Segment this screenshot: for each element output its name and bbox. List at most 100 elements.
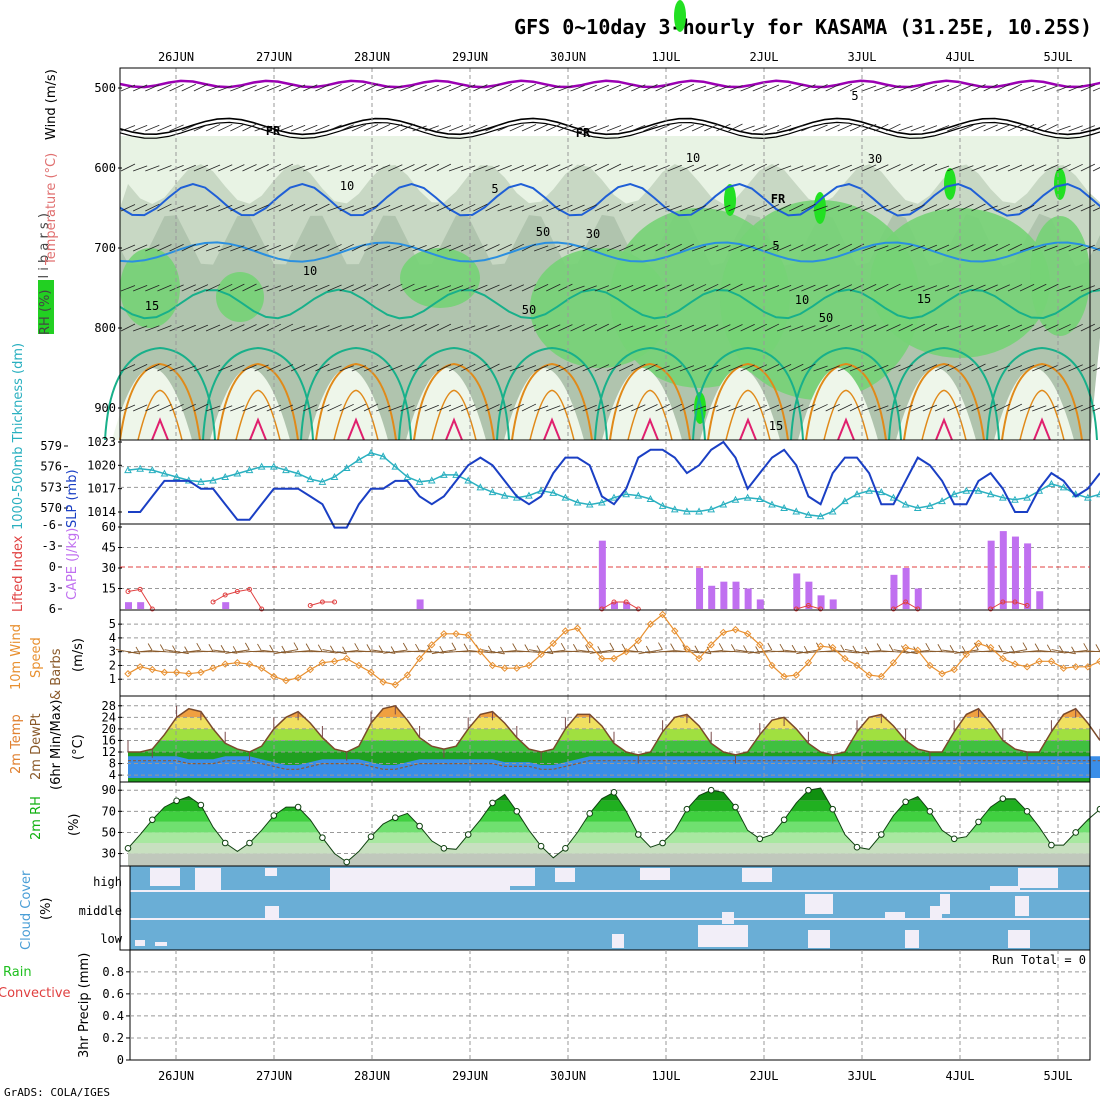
thickness-point	[549, 488, 558, 496]
thickness-point	[172, 472, 181, 480]
lifted-index-line	[212, 588, 263, 610]
wind-barb	[424, 125, 439, 132]
wind-barb	[145, 244, 160, 252]
thickness-point	[646, 494, 655, 503]
wind10-speed-point	[282, 676, 290, 685]
wind-barb	[959, 284, 974, 292]
lifted-index-point	[611, 599, 617, 605]
wind-barb	[691, 164, 707, 172]
wind-barb	[533, 124, 549, 132]
wind-barb	[266, 404, 281, 412]
wind-barb	[728, 324, 743, 332]
wind-barb	[570, 405, 585, 412]
wind-barb	[619, 325, 634, 332]
wind-barb	[461, 404, 476, 412]
wind-barb	[205, 365, 221, 372]
wind-barb	[181, 243, 196, 252]
wind-barb	[485, 84, 500, 92]
wind-barb	[861, 123, 877, 132]
thickness-point	[658, 501, 667, 509]
contour-25	[1019, 389, 1065, 441]
lifted-index-point	[890, 606, 896, 612]
wind-barb	[157, 244, 172, 252]
pressure-axis: 500 600 700 800 900	[94, 81, 122, 415]
wind-barb	[254, 364, 269, 372]
lifted-index-point	[988, 606, 994, 612]
thickness-point	[306, 475, 315, 483]
wind-barb	[145, 284, 160, 292]
wind-barb	[169, 284, 184, 292]
wind-barb	[1032, 164, 1047, 172]
wind-barb	[704, 283, 719, 292]
wind-barb	[1019, 405, 1035, 412]
wind-barb	[497, 324, 512, 332]
wind-barb	[728, 204, 743, 212]
temp2m-series	[127, 704, 1100, 770]
wind-barb	[278, 204, 294, 212]
wind-barb	[922, 163, 938, 172]
wind-barb	[218, 245, 233, 252]
wind-barb	[193, 124, 209, 132]
wind-barb	[218, 164, 233, 172]
wind10-barb-flag	[609, 642, 615, 651]
wind10-barb	[1051, 649, 1076, 655]
wind-barb	[1056, 125, 1071, 132]
lifted-index-point	[247, 586, 252, 592]
temp2m-tick: 12	[102, 745, 116, 759]
date-label-top: 30JUN	[550, 50, 586, 64]
wind10-barb-flag	[184, 646, 189, 654]
wind-barb	[436, 285, 452, 292]
thickness-tick: 573	[40, 480, 62, 494]
wind-barb	[740, 244, 755, 252]
wind-barb	[728, 364, 743, 372]
wind-barb	[825, 324, 840, 332]
wind-barb	[1007, 403, 1023, 412]
cloud-clear-high	[150, 868, 180, 886]
cape-bar	[1024, 543, 1032, 609]
wind-barb	[558, 283, 573, 292]
contour-25	[627, 389, 673, 441]
wind-barb	[813, 244, 828, 252]
wind-barb	[400, 85, 415, 92]
wind-barb	[509, 365, 524, 372]
wind-barb	[716, 283, 731, 292]
wind-barb	[290, 364, 306, 372]
rh2m-band	[128, 853, 1090, 866]
wind-barb	[983, 324, 998, 332]
wind10-barb-flag	[730, 644, 736, 652]
wind-barb	[947, 325, 962, 332]
wind10-speed-point	[306, 665, 314, 674]
wind-barb	[1080, 84, 1096, 92]
wind-barb	[351, 365, 366, 372]
wind-barb	[1044, 85, 1059, 92]
wind-barb	[776, 204, 792, 212]
thickness-point	[974, 486, 983, 494]
wind-barb	[789, 84, 804, 92]
wind-barb	[679, 243, 695, 252]
wind-barb	[120, 163, 136, 172]
wind-barb	[242, 85, 257, 92]
wind10-tick: 2	[109, 658, 116, 672]
wind-barb	[193, 324, 209, 332]
wind-barb	[983, 124, 998, 132]
rh2m-point	[440, 844, 448, 852]
wind-barb	[1056, 204, 1071, 212]
wind-barb	[485, 325, 500, 332]
wind-barb	[570, 125, 585, 132]
wind-barb	[315, 404, 330, 412]
wind-barb	[898, 204, 913, 212]
wind10-speed-point	[914, 646, 922, 655]
wind-barb	[716, 364, 731, 372]
wind-barb	[230, 164, 245, 172]
wind10-barb	[723, 650, 748, 653]
wind10-speed-point	[185, 670, 193, 678]
wind-barb	[242, 204, 257, 212]
wind-barb	[120, 285, 136, 292]
rh-saturated-area	[814, 192, 826, 224]
wind-barb	[412, 285, 427, 292]
wind10-speed-point	[1059, 664, 1068, 672]
wind-barb	[1032, 283, 1047, 292]
wind-barb	[582, 204, 597, 212]
wind-barb	[618, 363, 634, 372]
